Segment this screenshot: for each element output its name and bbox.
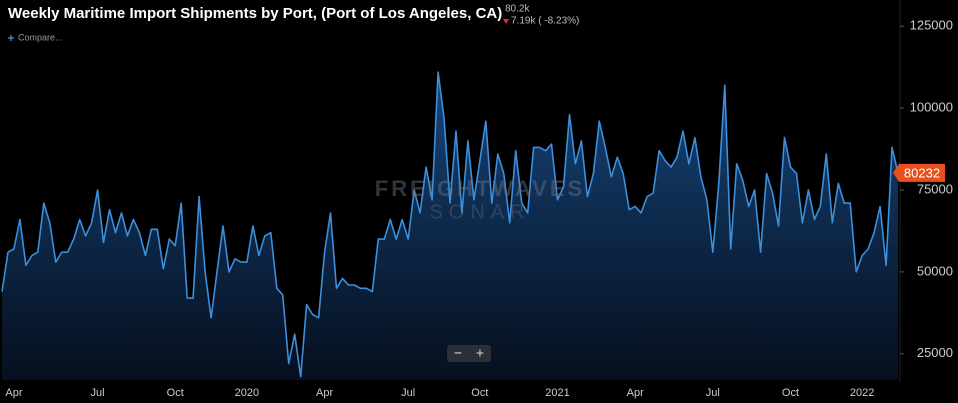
- x-tick-label: Jul: [91, 387, 105, 399]
- x-tick-label: Oct: [782, 387, 799, 399]
- compare-label[interactable]: Compare...: [18, 32, 63, 42]
- zoom-controls: [447, 345, 491, 362]
- y-tick-label: 25000: [917, 345, 953, 360]
- x-tick-label: Apr: [627, 387, 644, 399]
- compare-button[interactable]: Compare...: [8, 32, 63, 42]
- plot-area: [1, 71, 899, 380]
- x-tick-label: Oct: [471, 387, 488, 399]
- x-tick-label: 2022: [850, 387, 874, 399]
- current-value: 80.2k: [505, 4, 530, 15]
- area-fill: [2, 72, 898, 380]
- y-tick-label: 50000: [917, 263, 953, 278]
- x-tick-label: Apr: [5, 387, 22, 399]
- x-tick-label: Oct: [167, 387, 184, 399]
- x-tick-label: Jul: [401, 387, 415, 399]
- line: [1, 71, 899, 378]
- change-value: 7.19k ( -8.23%): [511, 16, 579, 27]
- x-tick-label: 2021: [545, 387, 569, 399]
- watermark: FREIGHTWAVES: [375, 176, 585, 201]
- y-tick-label: 75000: [917, 181, 953, 196]
- last-value-badge: [893, 163, 945, 182]
- x-tick-label: 2020: [235, 387, 259, 399]
- watermark: SONAR: [429, 201, 530, 223]
- chart-title: Weekly Maritime Import Shipments by Port…: [8, 5, 502, 22]
- last-value-label: 80232: [904, 165, 940, 180]
- y-tick-label: 100000: [910, 100, 953, 115]
- zoom-out[interactable]: −: [454, 345, 462, 361]
- x-tick-label: Apr: [316, 387, 333, 399]
- zoom-in[interactable]: +: [476, 345, 484, 361]
- x-tick-label: Jul: [706, 387, 720, 399]
- down-arrow: [503, 19, 509, 24]
- y-tick-label: 125000: [910, 18, 953, 33]
